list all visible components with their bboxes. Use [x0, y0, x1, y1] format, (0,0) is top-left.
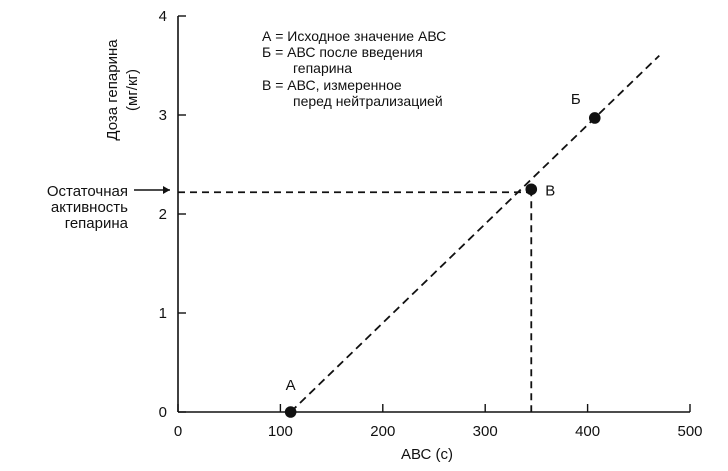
legend-line-1: А = Исходное значение АВС — [262, 28, 446, 44]
data-point-label-2: Б — [571, 91, 581, 108]
axes-layer — [177, 15, 691, 413]
annotation-line-3: гепарина — [65, 215, 129, 232]
annotation-line-2: активность — [51, 199, 128, 216]
y-tick-label-1: 1 — [159, 305, 167, 322]
x-tick-label-500: 500 — [677, 423, 702, 440]
y-tick-label-2: 2 — [159, 206, 167, 223]
x-tick-label-100: 100 — [268, 423, 293, 440]
data-point-2 — [588, 112, 601, 124]
legend-line-5: перед нейтрализацией — [293, 93, 443, 109]
data-point-label-3: В — [545, 182, 555, 199]
y-axis-title-line-1: Доза гепарина — [104, 39, 121, 141]
dose-response-line — [290, 54, 660, 413]
y-tick-label-0: 0 — [159, 404, 167, 421]
y-tick-label-4: 4 — [159, 8, 167, 25]
legend-line-2: Б = АВС после введения — [262, 44, 423, 60]
x-tick-label-200: 200 — [370, 423, 395, 440]
legend-line-4: В = АВС, измеренное — [262, 77, 402, 93]
data-point-1 — [284, 406, 297, 418]
x-axis-title: АВС (с) — [401, 446, 453, 463]
x-tick-label-0: 0 — [174, 423, 182, 440]
y-axis-title-line-2: (мг/кг) — [124, 69, 141, 111]
annotation-arrowhead — [163, 186, 170, 194]
x-tick-label-400: 400 — [575, 423, 600, 440]
legend-line-3: гепарина — [293, 60, 352, 76]
series-layer — [284, 54, 660, 418]
data-point-label-1: А — [286, 377, 296, 394]
y-axis-title: Доза гепарина (мг/кг) — [104, 39, 141, 141]
data-point-3 — [525, 183, 538, 196]
x-tick-label-300: 300 — [473, 423, 498, 440]
y-tick-label-3: 3 — [159, 107, 167, 124]
guides-layer — [134, 186, 533, 412]
labels-layer: 0 1 2 3 4 0 100 200 300 400 500 АВС (с) Доза гепарин… — [47, 8, 703, 463]
annotation-line-1: Остаточная — [47, 183, 128, 200]
